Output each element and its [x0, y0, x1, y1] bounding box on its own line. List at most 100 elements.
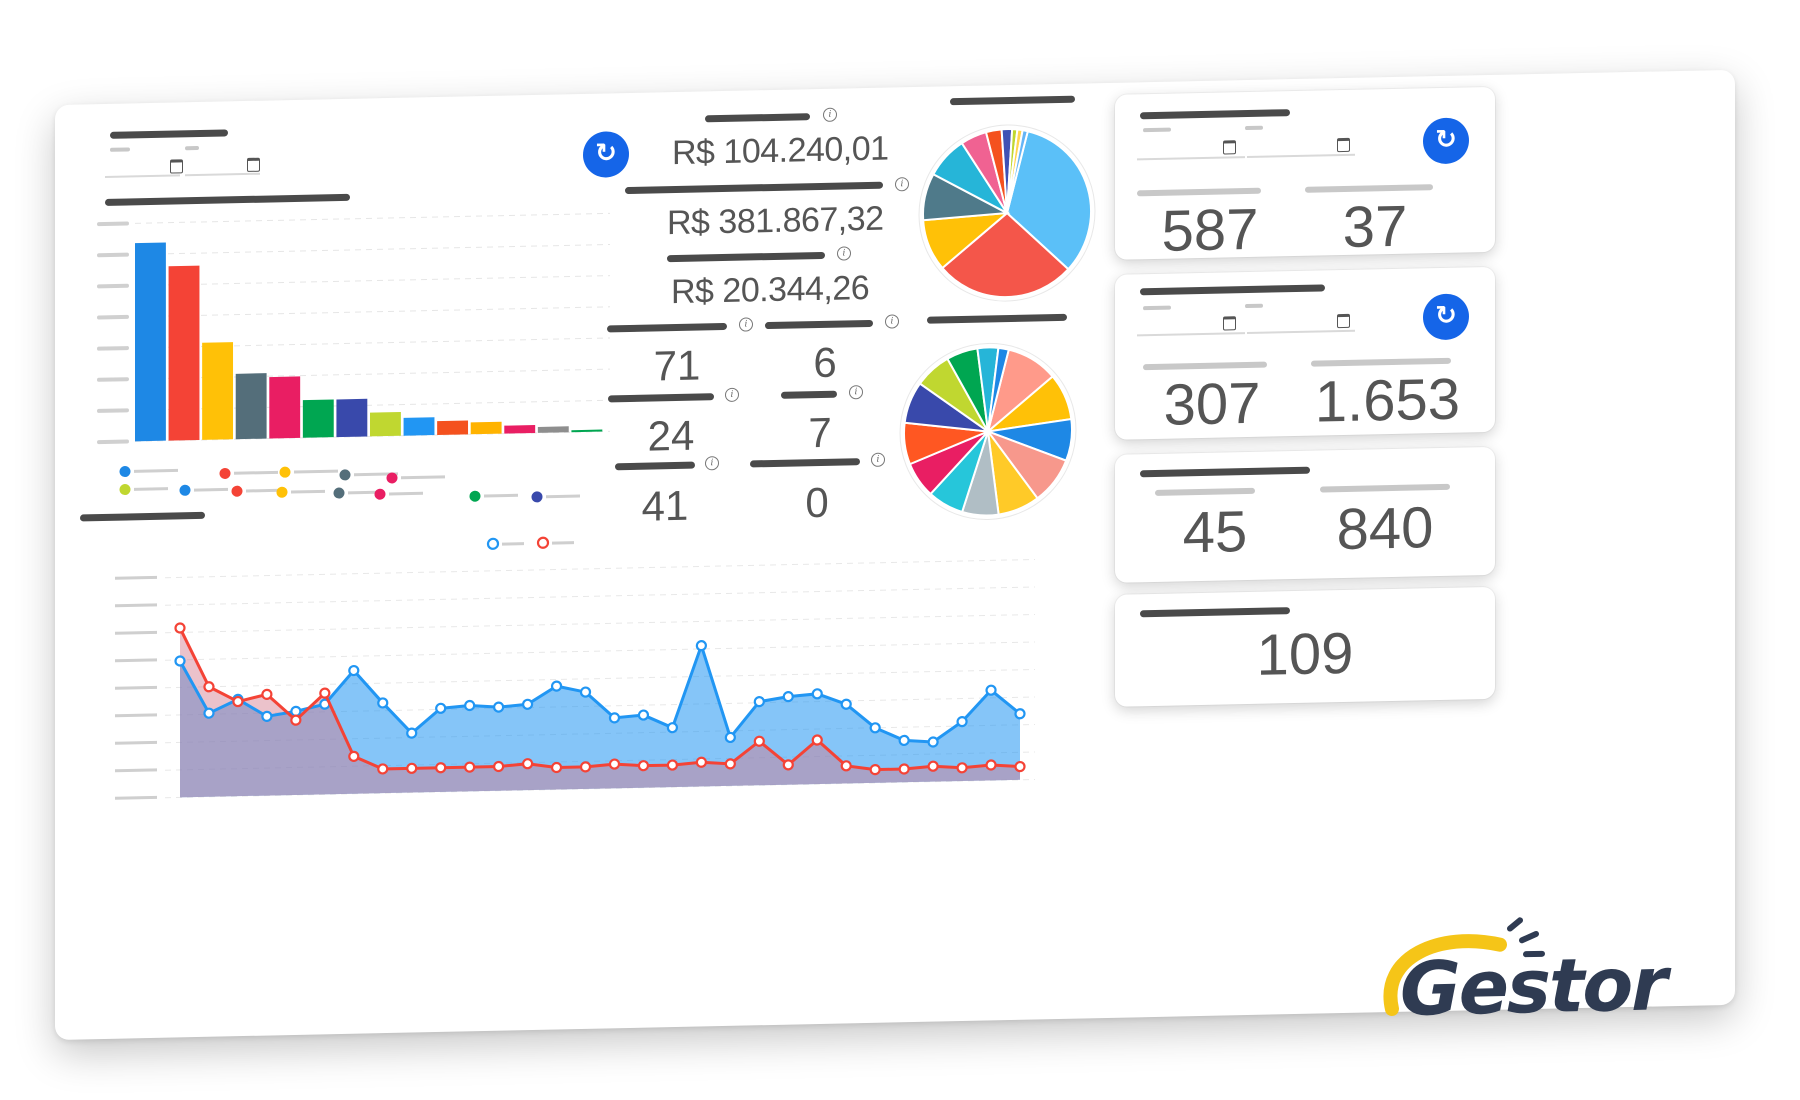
data-point[interactable]: [724, 731, 736, 744]
data-point[interactable]: [521, 758, 534, 770]
data-point[interactable]: [377, 763, 389, 775]
data-point[interactable]: [464, 699, 476, 712]
data-point[interactable]: [174, 655, 186, 667]
data-point[interactable]: [637, 760, 650, 772]
bar[interactable]: [135, 242, 166, 442]
date-end-field[interactable]: [1247, 153, 1355, 159]
data-point[interactable]: [927, 736, 939, 748]
bar[interactable]: [302, 399, 334, 438]
data-point[interactable]: [869, 722, 881, 734]
date-start-field[interactable]: [1137, 156, 1245, 161]
data-point[interactable]: [869, 764, 881, 776]
data-point[interactable]: [493, 760, 505, 773]
bar[interactable]: [470, 421, 502, 435]
data-point[interactable]: [608, 712, 621, 724]
info-icon[interactable]: i: [739, 317, 753, 332]
data-point[interactable]: [666, 759, 679, 771]
data-point[interactable]: [464, 761, 476, 773]
pie-slice[interactable]: [987, 346, 1010, 432]
refresh-icon[interactable]: ↻: [583, 130, 629, 178]
refresh-icon[interactable]: ↻: [1423, 117, 1469, 165]
data-point[interactable]: [695, 640, 707, 652]
data-point[interactable]: [261, 688, 273, 700]
calendar-icon[interactable]: [1337, 137, 1350, 153]
data-point[interactable]: [811, 734, 823, 746]
data-point[interactable]: [956, 762, 968, 774]
data-point[interactable]: [608, 758, 621, 770]
data-point[interactable]: [550, 680, 563, 692]
data-point[interactable]: [898, 734, 910, 747]
data-point[interactable]: [956, 715, 968, 728]
data-point[interactable]: [406, 727, 418, 739]
bar[interactable]: [168, 265, 200, 441]
bar[interactable]: [370, 411, 401, 437]
data-point[interactable]: [203, 681, 215, 693]
calendar-icon[interactable]: [247, 157, 260, 172]
data-point[interactable]: [579, 761, 592, 773]
data-point[interactable]: [985, 759, 997, 771]
date-start-field[interactable]: [105, 174, 180, 178]
info-icon[interactable]: i: [871, 452, 885, 467]
data-point[interactable]: [782, 759, 794, 771]
calendar-icon[interactable]: [1337, 313, 1350, 329]
pie-slice[interactable]: [1006, 129, 1029, 214]
data-point[interactable]: [724, 758, 736, 770]
bar[interactable]: [437, 420, 469, 435]
data-point[interactable]: [840, 698, 852, 710]
calendar-icon[interactable]: [1223, 140, 1236, 155]
info-icon[interactable]: i: [885, 314, 899, 329]
bar[interactable]: [504, 425, 536, 434]
data-point[interactable]: [550, 761, 563, 774]
data-point[interactable]: [377, 697, 389, 709]
bar[interactable]: [202, 342, 234, 440]
data-point[interactable]: [898, 763, 910, 775]
data-point[interactable]: [666, 722, 679, 734]
data-point[interactable]: [348, 664, 360, 677]
calendar-icon[interactable]: [170, 159, 183, 174]
bar[interactable]: [403, 417, 435, 436]
data-point[interactable]: [435, 762, 447, 774]
data-point[interactable]: [1014, 760, 1026, 773]
pie-slice[interactable]: [940, 211, 1070, 299]
data-point[interactable]: [782, 691, 794, 703]
bar[interactable]: [235, 373, 267, 440]
data-point[interactable]: [985, 684, 997, 696]
date-start-field[interactable]: [1137, 332, 1245, 337]
data-point[interactable]: [753, 696, 765, 708]
stat-value: 45: [1182, 499, 1248, 566]
bar[interactable]: [571, 429, 603, 433]
date-end-field[interactable]: [185, 172, 260, 177]
data-point[interactable]: [348, 750, 360, 762]
data-point[interactable]: [261, 710, 273, 722]
bar[interactable]: [336, 398, 368, 438]
info-icon[interactable]: i: [705, 456, 719, 471]
bar[interactable]: [537, 426, 569, 433]
data-point[interactable]: [406, 762, 418, 774]
info-icon[interactable]: i: [895, 177, 909, 192]
data-point[interactable]: [811, 688, 823, 700]
data-point[interactable]: [579, 686, 592, 698]
calendar-icon[interactable]: [1223, 316, 1236, 331]
data-point[interactable]: [695, 756, 707, 768]
data-point[interactable]: [232, 695, 244, 708]
info-icon[interactable]: i: [849, 385, 863, 400]
data-point[interactable]: [174, 622, 186, 634]
data-point[interactable]: [840, 760, 852, 772]
data-point[interactable]: [521, 698, 534, 710]
data-point[interactable]: [927, 760, 939, 772]
info-icon[interactable]: i: [725, 387, 739, 402]
bar[interactable]: [269, 376, 301, 439]
data-point[interactable]: [1014, 708, 1026, 720]
data-point[interactable]: [753, 735, 765, 747]
data-point[interactable]: [493, 701, 505, 713]
refresh-icon[interactable]: ↻: [1423, 293, 1469, 341]
info-icon[interactable]: i: [823, 107, 837, 122]
date-end-field[interactable]: [1247, 329, 1355, 335]
info-icon[interactable]: i: [837, 246, 851, 261]
data-point[interactable]: [290, 714, 302, 726]
pie-slice[interactable]: [1005, 130, 1092, 271]
data-point[interactable]: [435, 702, 447, 714]
data-point[interactable]: [319, 687, 331, 699]
data-point[interactable]: [203, 707, 215, 719]
data-point[interactable]: [637, 709, 650, 721]
